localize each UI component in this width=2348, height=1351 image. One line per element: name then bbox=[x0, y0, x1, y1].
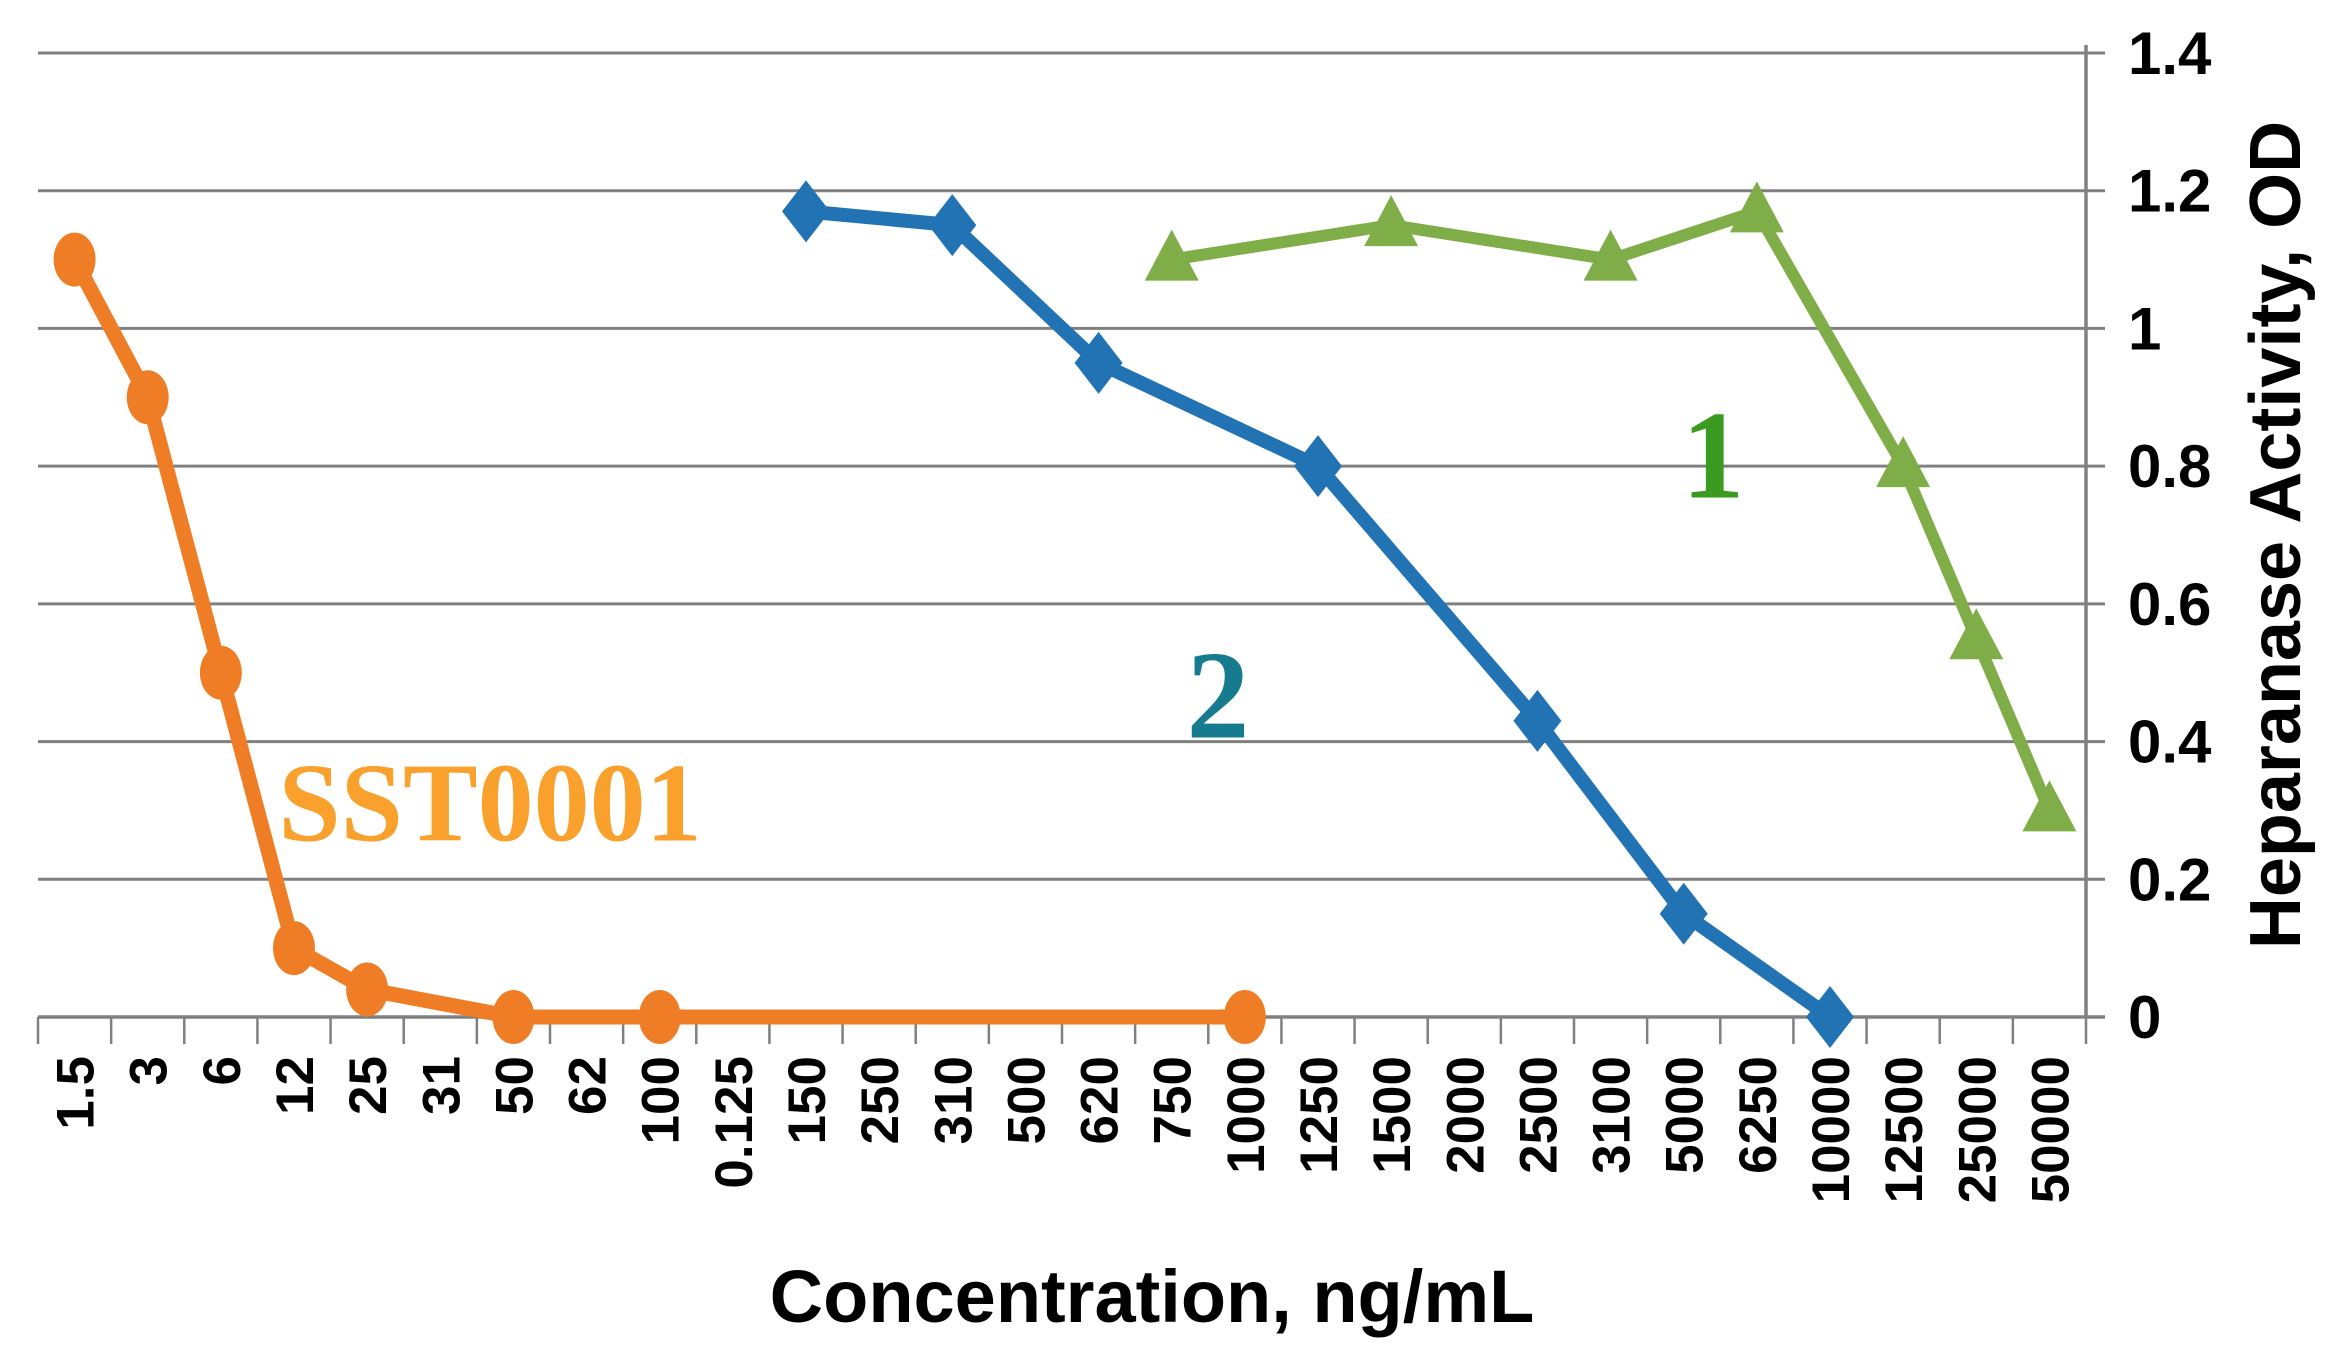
marker-circle-SST0001 bbox=[1223, 990, 1266, 1044]
gridlines-layer bbox=[38, 51, 2105, 1019]
y-tick-label-1.2: 1.2 bbox=[2128, 158, 2211, 225]
series-label-2: 2 bbox=[1187, 626, 1250, 765]
marker-circle-SST0001 bbox=[273, 921, 315, 976]
annotations-layer: SST0001 2 1 bbox=[278, 386, 1744, 865]
x-tick-label-5000: 5000 bbox=[1656, 1056, 1715, 1174]
y-tick-label-0.8: 0.8 bbox=[2128, 433, 2211, 500]
x-tick-label-1250: 1250 bbox=[1290, 1056, 1349, 1174]
marker-triangle-1 bbox=[1876, 436, 1931, 488]
x-tick-label-500: 500 bbox=[997, 1056, 1056, 1144]
marker-triangle-1 bbox=[1583, 229, 1638, 281]
marker-diamond-2 bbox=[1806, 986, 1854, 1048]
y-tick-label-0.6: 0.6 bbox=[2128, 571, 2211, 638]
series-line-1 bbox=[1165, 205, 2056, 817]
series-layer bbox=[53, 180, 2077, 1048]
x-tick-label-0.125: 0.125 bbox=[705, 1056, 764, 1189]
marker-diamond-2 bbox=[1659, 882, 1708, 945]
marker-diamond-2 bbox=[1294, 435, 1342, 498]
x-tick-label-2000: 2000 bbox=[1436, 1056, 1495, 1174]
marker-diamond-2 bbox=[928, 194, 977, 257]
y-tick-label-1.4: 1.4 bbox=[2128, 20, 2212, 87]
x-tick-label-310: 310 bbox=[924, 1056, 983, 1144]
marker-triangle-1 bbox=[1949, 608, 2004, 660]
x-tick-label-150: 150 bbox=[778, 1056, 837, 1144]
series-label-SST0001: SST0001 bbox=[278, 741, 701, 865]
marker-triangle-1 bbox=[2022, 780, 2077, 832]
x-tick-label-100: 100 bbox=[632, 1056, 691, 1144]
marker-diamond-2 bbox=[782, 180, 830, 243]
marker-circle-SST0001 bbox=[638, 990, 681, 1044]
series-label-1: 1 bbox=[1682, 386, 1745, 525]
y-tick-label-0.4: 0.4 bbox=[2128, 709, 2212, 776]
marker-circle-SST0001 bbox=[492, 990, 535, 1044]
marker-triangle-1 bbox=[1144, 229, 1199, 281]
axes-layer: 00.20.40.60.811.21.41.5 3 6 12 25 31 50 62 100 0.… bbox=[36, 20, 2212, 1203]
x-tick-label-3: 3 bbox=[120, 1056, 179, 1085]
x-tick-label-50: 50 bbox=[485, 1056, 544, 1115]
x-tick-label-1.5: 1.5 bbox=[47, 1056, 106, 1130]
marker-circle-SST0001 bbox=[346, 962, 389, 1017]
marker-circle-SST0001 bbox=[126, 370, 169, 425]
y-tick-label-1: 1 bbox=[2128, 295, 2161, 362]
marker-circle-SST0001 bbox=[53, 232, 96, 287]
marker-diamond-2 bbox=[1074, 331, 1123, 394]
x-tick-label-6: 6 bbox=[193, 1056, 252, 1085]
x-tick-label-1500: 1500 bbox=[1363, 1056, 1422, 1174]
x-tick-label-250: 250 bbox=[851, 1056, 910, 1144]
x-tick-label-25000: 25000 bbox=[1948, 1056, 2007, 1203]
x-tick-label-1000: 1000 bbox=[1217, 1056, 1276, 1174]
marker-circle-SST0001 bbox=[199, 645, 242, 700]
x-tick-label-25: 25 bbox=[339, 1056, 398, 1115]
y-tick-label-0.2: 0.2 bbox=[2128, 846, 2211, 913]
x-tick-label-2500: 2500 bbox=[1509, 1056, 1568, 1174]
x-tick-label-12500: 12500 bbox=[1875, 1056, 1934, 1203]
x-tick-label-620: 620 bbox=[1071, 1056, 1130, 1144]
x-tick-label-6250: 6250 bbox=[1729, 1056, 1788, 1174]
x-tick-label-10000: 10000 bbox=[1802, 1056, 1861, 1203]
marker-triangle-1 bbox=[1729, 181, 1784, 233]
x-tick-label-31: 31 bbox=[412, 1056, 471, 1115]
x-tick-label-750: 750 bbox=[1144, 1056, 1203, 1144]
x-tick-label-3100: 3100 bbox=[1583, 1056, 1642, 1174]
marker-triangle-1 bbox=[1364, 195, 1419, 247]
marker-diamond-2 bbox=[1513, 689, 1562, 752]
x-tick-label-62: 62 bbox=[559, 1056, 618, 1115]
series-line-SST0001 bbox=[67, 252, 1253, 1025]
x-tick-label-12: 12 bbox=[266, 1056, 325, 1115]
x-tick-label-50000: 50000 bbox=[2021, 1056, 2080, 1203]
x-axis-title: Concentration, ng/mL bbox=[770, 1255, 1535, 1338]
y-axis-title: Heparanase Activity, OD bbox=[2236, 121, 2316, 949]
y-tick-label-0: 0 bbox=[2128, 984, 2161, 1051]
